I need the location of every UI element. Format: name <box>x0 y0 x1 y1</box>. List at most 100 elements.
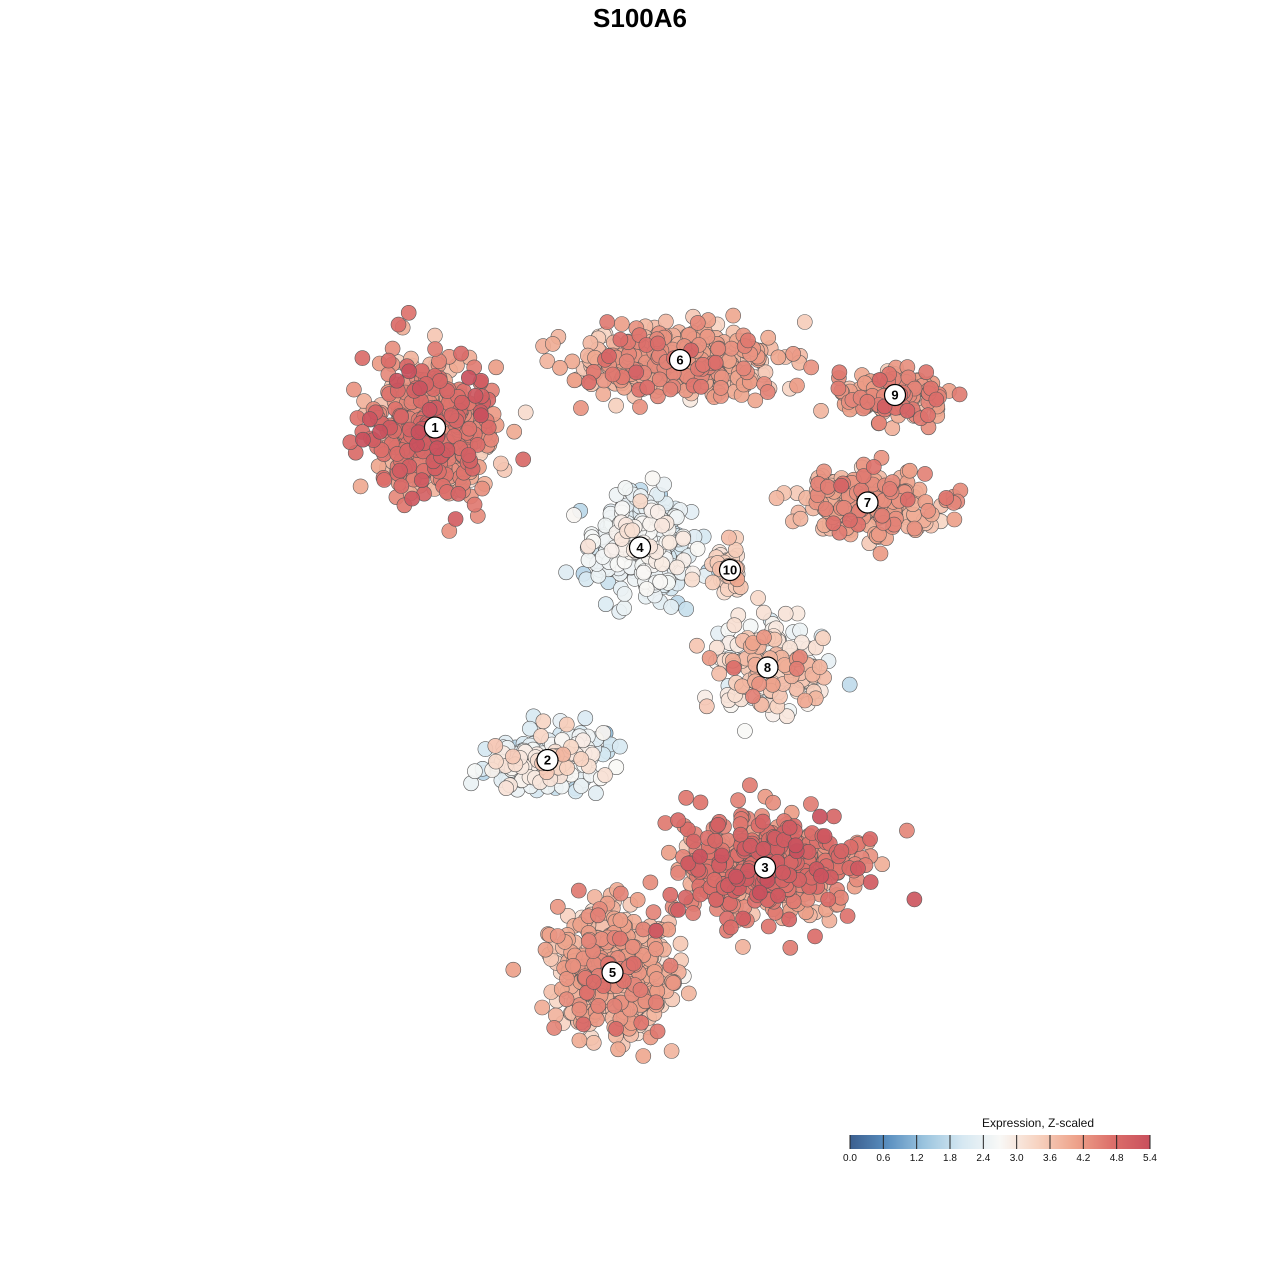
cell-point <box>654 517 670 534</box>
cell-point <box>603 542 620 559</box>
cell-point <box>595 386 612 402</box>
cell-point <box>460 369 477 386</box>
cell-point <box>443 407 460 424</box>
cluster-label-2: 2 <box>536 748 559 772</box>
cell-point <box>787 837 804 854</box>
cell-point <box>657 815 674 831</box>
cell-point <box>707 832 724 849</box>
cell-point <box>639 379 656 396</box>
cell-point <box>342 434 359 451</box>
cell-point <box>779 708 795 725</box>
cell-point <box>726 617 743 634</box>
cell-point <box>680 855 697 872</box>
cell-point <box>689 315 706 331</box>
cell-point <box>566 372 583 389</box>
cell-point <box>612 912 629 928</box>
cluster-label-7: 7 <box>856 491 879 514</box>
cell-point <box>803 359 820 376</box>
legend-tick-label: 3.6 <box>1043 1153 1057 1164</box>
cluster-label-badge <box>423 416 447 439</box>
cell-point <box>558 991 575 1008</box>
cell-point <box>692 848 708 865</box>
cluster-label-text: 7 <box>864 495 871 510</box>
legend-tick-label: 5.4 <box>1143 1153 1157 1164</box>
cluster-label-text: 9 <box>891 388 898 403</box>
cell-point <box>473 407 489 424</box>
cell-point <box>571 1032 588 1049</box>
cell-point <box>812 808 828 825</box>
cell-point <box>742 837 759 854</box>
cell-point <box>575 1016 592 1033</box>
cell-point <box>450 485 467 502</box>
cell-point <box>747 392 764 409</box>
cell-point <box>756 629 772 646</box>
cell-point <box>412 380 428 397</box>
cell-point <box>372 423 388 440</box>
cell-point <box>612 930 628 947</box>
cell-point <box>781 911 798 928</box>
cell-point <box>461 420 478 437</box>
cell-point <box>788 660 805 677</box>
cell-point <box>633 1014 650 1031</box>
cluster-label-badge <box>883 383 907 407</box>
cell-point <box>571 1001 588 1018</box>
cell-point <box>663 1043 680 1059</box>
cell-point <box>770 349 787 366</box>
cell-point <box>685 905 701 921</box>
cell-point <box>549 928 566 944</box>
cell-point <box>665 975 682 991</box>
cell-point <box>862 831 878 847</box>
cell-point <box>487 738 504 754</box>
cell-point <box>413 472 430 489</box>
cluster-label-badge <box>536 748 559 772</box>
cell-point <box>662 886 679 903</box>
cell-point <box>841 512 858 529</box>
cell-point <box>580 538 597 555</box>
cell-point <box>777 605 794 622</box>
cell-point <box>727 542 744 558</box>
cell-point <box>535 713 552 730</box>
cell-point <box>735 360 752 377</box>
cell-point <box>710 816 726 833</box>
cell-point <box>645 904 662 921</box>
cell-point <box>650 335 666 352</box>
cell-point <box>505 748 521 765</box>
legend-tick-label: 0.0 <box>843 1153 857 1164</box>
cell-point <box>855 468 872 484</box>
cell-point <box>917 466 933 482</box>
cell-point <box>577 710 594 727</box>
cell-point <box>662 957 679 974</box>
cell-point <box>693 378 709 395</box>
cell-point <box>376 472 393 488</box>
cell-point <box>759 384 776 400</box>
cell-point <box>454 394 470 411</box>
cluster-label-badge <box>753 856 777 879</box>
cell-point <box>760 329 777 346</box>
cell-point <box>648 994 664 1011</box>
cell-point <box>672 935 689 952</box>
cell-point <box>544 336 561 352</box>
cell-point <box>588 785 604 802</box>
cell-point <box>649 1023 666 1040</box>
cell-point <box>522 720 538 737</box>
cell-point <box>612 331 629 348</box>
cell-point <box>539 353 556 369</box>
cell-point <box>728 868 744 885</box>
cell-point <box>505 961 522 978</box>
cluster-label-8: 8 <box>756 656 779 679</box>
cluster-label-text: 5 <box>609 965 616 980</box>
cell-point <box>390 316 407 333</box>
cell-point <box>632 399 648 415</box>
cell-point <box>597 596 614 613</box>
cluster-label-text: 3 <box>761 860 768 875</box>
cell-point <box>680 985 697 1002</box>
cell-point <box>352 478 369 495</box>
legend-tick-label: 4.8 <box>1110 1153 1124 1164</box>
cell-point <box>730 792 746 809</box>
cell-point <box>859 393 876 410</box>
cell-point <box>839 908 856 924</box>
cell-point <box>618 353 635 370</box>
cell-point <box>432 373 448 389</box>
cell-point <box>628 364 645 381</box>
